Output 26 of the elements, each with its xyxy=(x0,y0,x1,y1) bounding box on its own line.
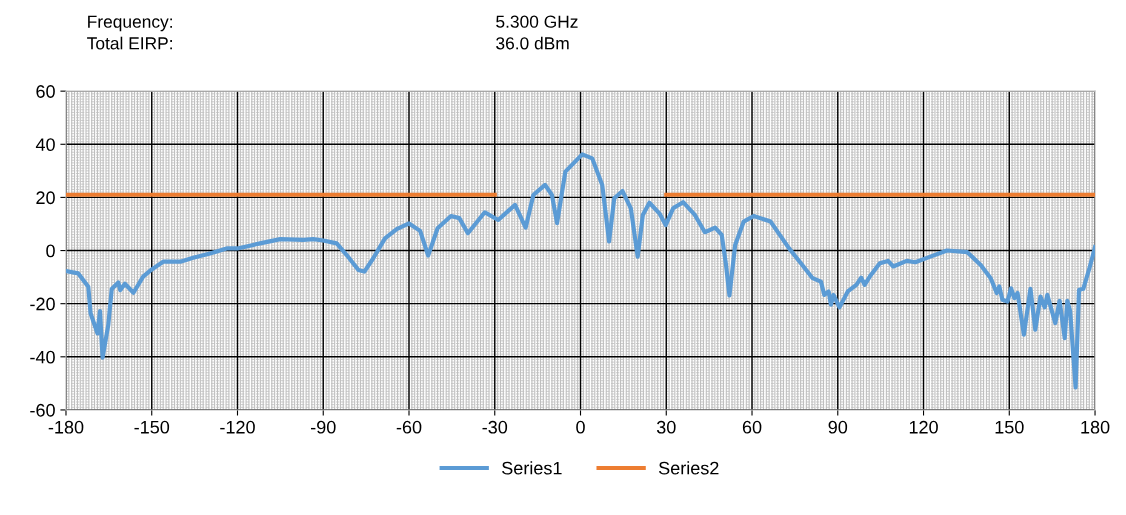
x-tick-label: 120 xyxy=(909,420,938,434)
x-tick-label: -150 xyxy=(134,420,170,434)
y-tick-label: -40 xyxy=(30,350,55,364)
x-tick-label: -120 xyxy=(220,420,255,434)
legend-label: Series1 xyxy=(502,461,562,475)
x-tick-label: -180 xyxy=(48,420,84,434)
text: Total EIRP: xyxy=(87,36,172,50)
x-tick-label: -90 xyxy=(311,420,336,434)
x-tick-label: 60 xyxy=(742,420,762,434)
x-tick-label: 180 xyxy=(1081,420,1110,434)
y-tick-label: 0 xyxy=(46,244,55,258)
y-tick-label: 20 xyxy=(36,191,55,205)
y-tick-label: 40 xyxy=(35,138,55,152)
legend-label: Series2 xyxy=(658,461,719,475)
x-tick-label: 90 xyxy=(828,420,848,434)
x-tick-label: -30 xyxy=(482,420,508,434)
x-tick-label: 150 xyxy=(995,420,1024,434)
x-tick-label: 0 xyxy=(576,420,585,434)
y-tick-label: 60 xyxy=(36,85,55,98)
y-tick-label: -60 xyxy=(30,403,55,417)
x-tick-label: -60 xyxy=(396,420,422,434)
text: 36.0 dBm xyxy=(496,36,569,50)
x-tick-label: 30 xyxy=(656,420,676,434)
y-tick-label: -20 xyxy=(30,297,55,311)
text: 5.300 GHz xyxy=(496,15,578,28)
text: Frequency: xyxy=(88,15,172,32)
